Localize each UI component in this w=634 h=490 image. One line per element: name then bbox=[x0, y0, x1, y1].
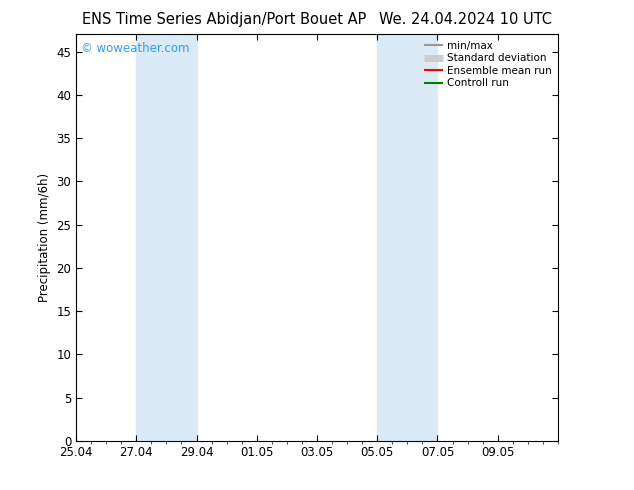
Text: © woweather.com: © woweather.com bbox=[81, 43, 190, 55]
Text: ENS Time Series Abidjan/Port Bouet AP: ENS Time Series Abidjan/Port Bouet AP bbox=[82, 12, 367, 27]
Y-axis label: Precipitation (mm/6h): Precipitation (mm/6h) bbox=[38, 173, 51, 302]
Legend: min/max, Standard deviation, Ensemble mean run, Controll run: min/max, Standard deviation, Ensemble me… bbox=[420, 36, 556, 93]
Bar bbox=[136, 34, 197, 441]
Bar bbox=[377, 34, 437, 441]
Text: We. 24.04.2024 10 UTC: We. 24.04.2024 10 UTC bbox=[378, 12, 552, 27]
